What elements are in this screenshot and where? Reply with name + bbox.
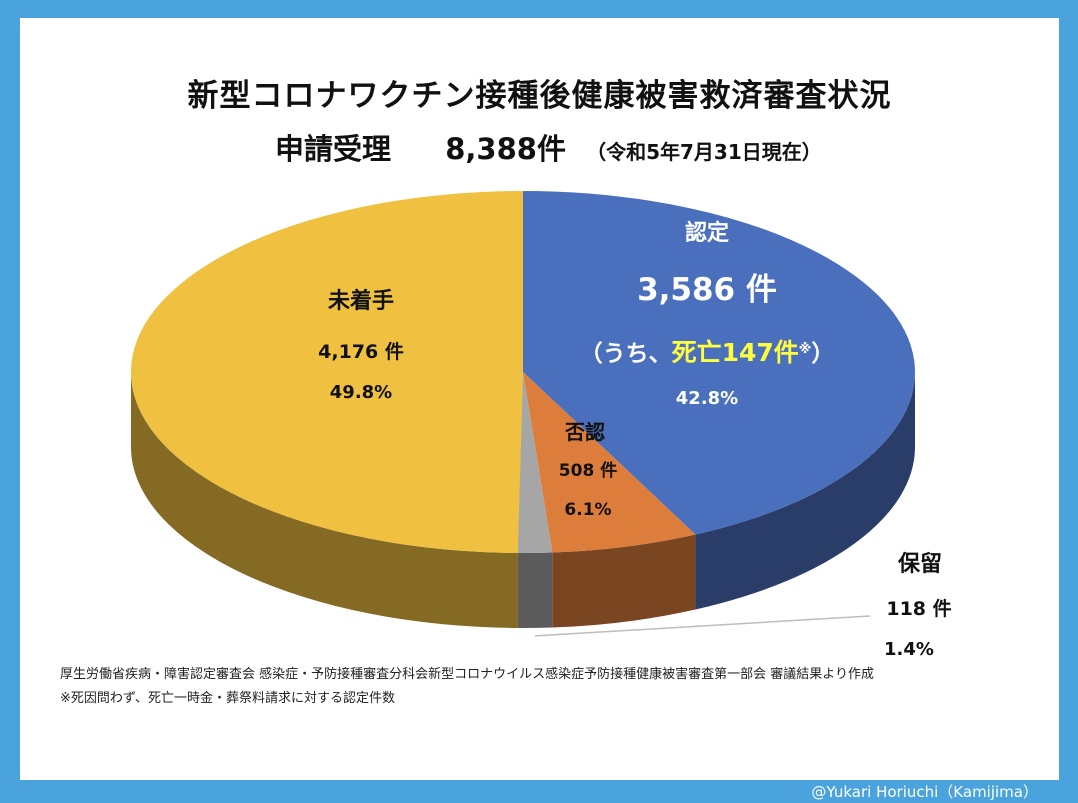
source-note: 厚生労働省疾病・障害認定審査会 感染症・予防接種審査分科会新型コロナウイルス感染…: [60, 667, 875, 682]
label-pending-name: 保留: [897, 551, 942, 577]
slice-recognized: [523, 191, 915, 535]
pie-slices: [131, 191, 915, 628]
label-recognized-percent: 42.8%: [676, 388, 738, 409]
label-recognized-name: 認定: [685, 220, 729, 246]
pie-labels: 認定 3,586 件 （うち、死亡147件※） 42.8% 否認 508 件 6.1% 未着手…: [318, 220, 952, 660]
footnotes: 厚生労働省疾病・障害認定審査会 感染症・予防接種審査分科会新型コロナウイルス感染…: [60, 663, 874, 711]
label-untouched-percent: 49.8%: [330, 382, 392, 403]
slice-pending: [517, 372, 553, 553]
pie-chart: 認定 3,586 件 （うち、死亡147件※） 42.8% 否認 508 件 6.1% 未着手…: [131, 191, 952, 660]
slice-rejected: [523, 372, 696, 553]
subtitle-label: 申請受理: [275, 132, 392, 166]
slice-side-rejected: [552, 534, 696, 628]
label-rejected-name: 否認: [564, 420, 605, 444]
label-untouched-count: 4,176 件: [318, 340, 404, 363]
slice-side-recognized: [695, 372, 915, 610]
label-recognized-sub-suffix: ）: [811, 340, 834, 367]
label-untouched-name: 未着手: [328, 288, 394, 314]
chart-subtitle: 申請受理 8,388件 （令和5年7月31日現在）: [275, 126, 822, 168]
label-rejected-count: 508 件: [559, 460, 617, 481]
leader-line-pending: [534, 615, 871, 637]
slice-untouched: [131, 191, 523, 553]
label-recognized-sub-highlight: 死亡147件: [672, 338, 799, 367]
label-recognized-count: 3,586 件: [637, 272, 777, 308]
slice-side-untouched: [131, 372, 518, 628]
label-recognized-sub: （うち、死亡147件※）: [580, 338, 835, 367]
subtitle-note: （令和5年7月31日現在）: [586, 140, 822, 164]
chart-panel: 新型コロナワクチン接種後健康被害救済審査状況 申請受理 8,388件 （令和5年…: [20, 18, 1059, 780]
chart-title: 新型コロナワクチン接種後健康被害救済審査状況: [187, 78, 892, 114]
label-pending-count: 118 件: [886, 597, 951, 620]
slice-side-pending: [517, 552, 553, 628]
credit: @Yukari Horiuchi（Kamijima）: [811, 783, 1038, 801]
label-recognized-sub-prefix: （うち、: [580, 340, 672, 367]
subtitle-total: 8,388件: [445, 132, 566, 166]
label-pending-percent: 1.4%: [884, 639, 934, 660]
asterisk-note: ※死因問わず、死亡一時金・葬祭料請求に対する認定件数: [60, 691, 395, 706]
label-recognized-sub-mark: ※: [799, 342, 812, 357]
label-rejected-percent: 6.1%: [564, 500, 611, 520]
